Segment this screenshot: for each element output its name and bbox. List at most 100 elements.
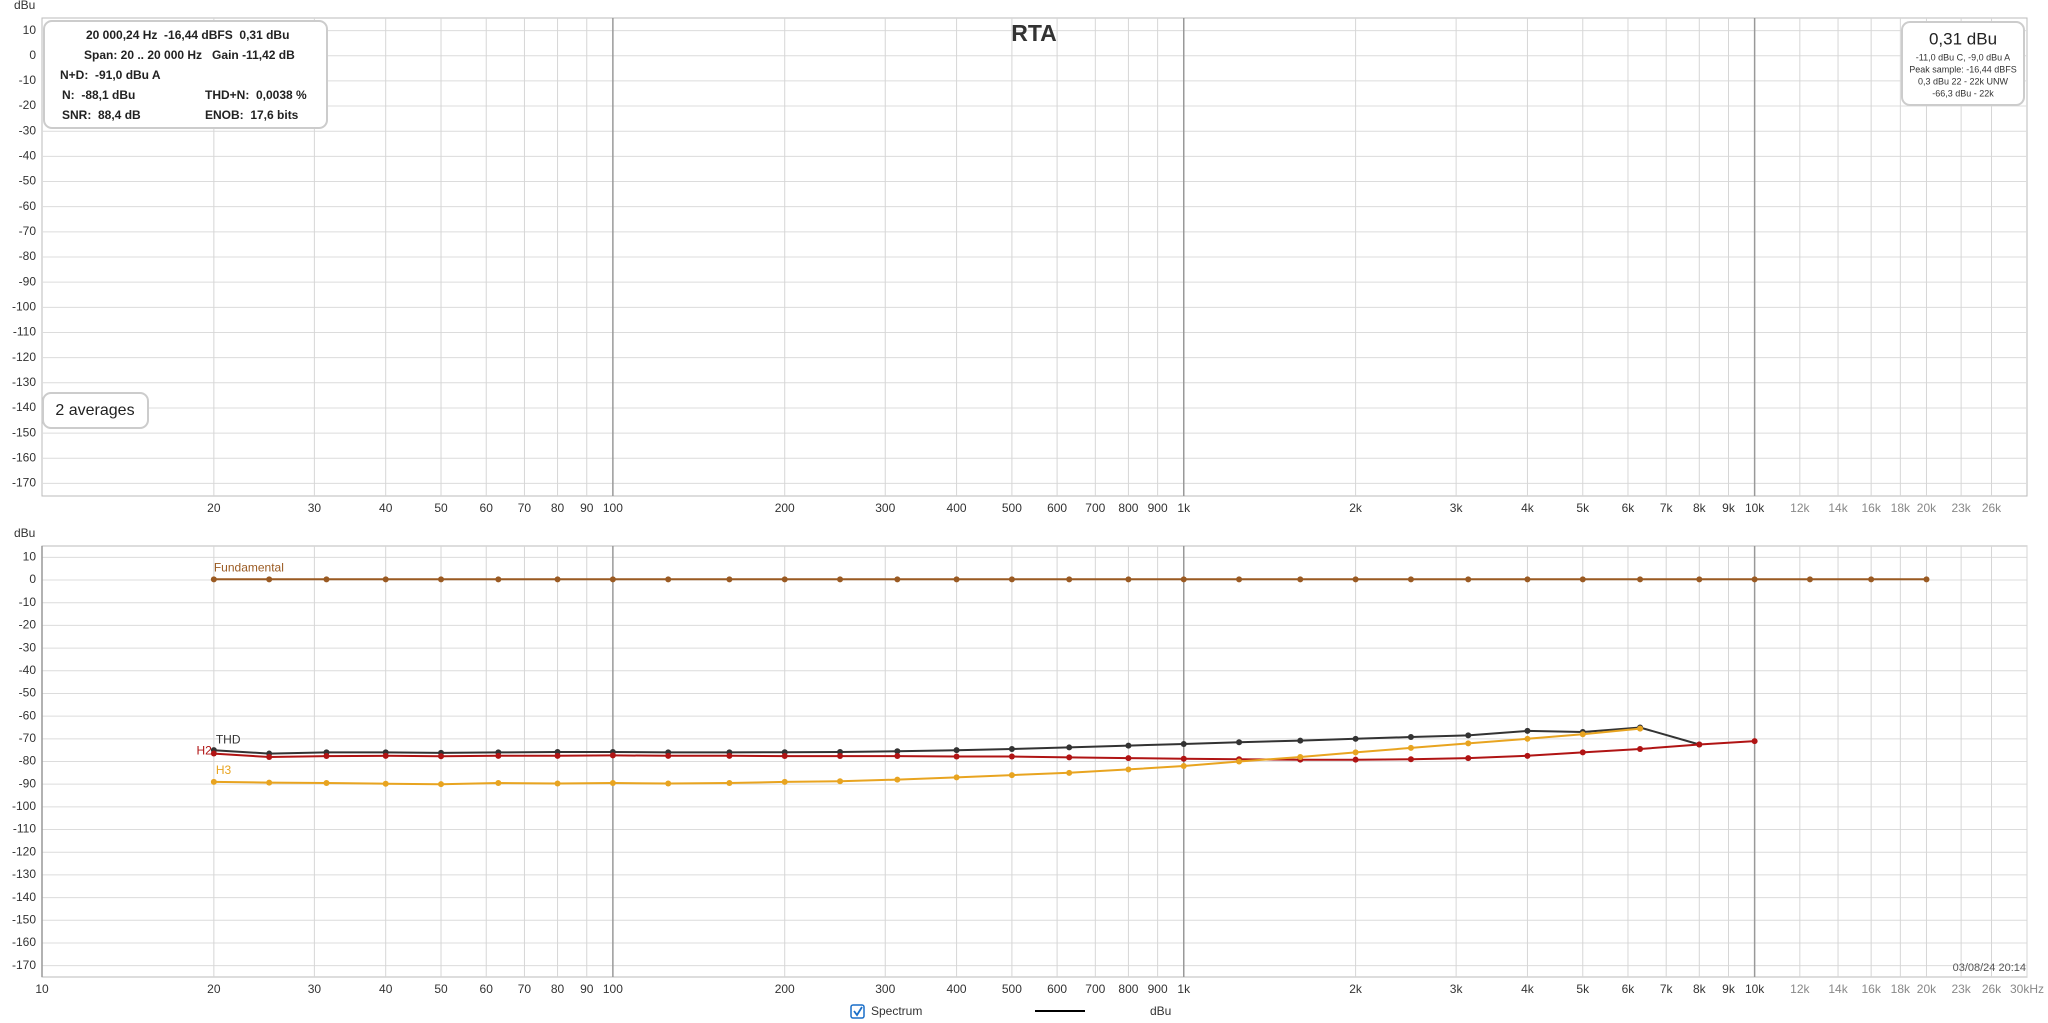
data-point xyxy=(1236,758,1243,765)
data-point xyxy=(1465,755,1472,762)
data-point xyxy=(1579,576,1586,583)
data-point xyxy=(894,753,901,760)
spectrum-checkbox[interactable] xyxy=(850,1004,865,1019)
x-tick-label: 400 xyxy=(947,501,967,515)
y-tick-label: -100 xyxy=(12,799,36,813)
data-point xyxy=(1008,746,1015,753)
x-tick-label: 90 xyxy=(580,982,594,996)
level-value: 0,31 dBu xyxy=(1929,29,1997,48)
data-point xyxy=(1180,763,1187,770)
x-tick-label: 6k xyxy=(1622,982,1636,996)
x-tick-label: 9k xyxy=(1722,982,1736,996)
averages-label: 2 averages xyxy=(55,402,134,419)
level-detail: -11,0 dBu C, -9,0 dBu A xyxy=(1916,52,2010,62)
y-tick-label: -80 xyxy=(19,754,37,768)
data-point xyxy=(1066,754,1073,761)
x-tick-label: 8k xyxy=(1693,501,1707,515)
data-point xyxy=(781,778,788,785)
chart-title: RTA xyxy=(1011,20,1057,46)
data-point xyxy=(1352,735,1359,742)
x-tick-label: 3k xyxy=(1450,501,1464,515)
x-tick-label: 20 xyxy=(207,501,221,515)
data-point xyxy=(1524,752,1531,759)
x-tick-label: 8k xyxy=(1693,982,1707,996)
data-point xyxy=(894,748,901,755)
x-tick-label: 7k xyxy=(1660,982,1674,996)
data-point xyxy=(323,753,330,760)
data-point xyxy=(1297,753,1304,760)
y-tick-label: -150 xyxy=(12,425,36,439)
x-tick-label: 80 xyxy=(551,982,565,996)
x-tick-label: 40 xyxy=(379,982,393,996)
data-point xyxy=(1524,735,1531,742)
data-point xyxy=(1297,737,1304,744)
data-point xyxy=(438,753,445,760)
y-tick-label: -160 xyxy=(12,935,36,949)
x-tick-label: 12k xyxy=(1790,982,1810,996)
data-point xyxy=(266,779,273,786)
x-tick-label: 300 xyxy=(875,501,895,515)
y-tick-label: -120 xyxy=(12,844,36,858)
data-point xyxy=(1407,576,1414,583)
info-text: 20 000,24 Hz -16,44 dBFS 0,31 dBu xyxy=(86,28,289,42)
data-point xyxy=(554,576,561,583)
x-tick-label: 10 xyxy=(35,982,49,996)
y-axis-label: dBu xyxy=(14,0,35,12)
y-tick-label: 0 xyxy=(29,48,36,62)
x-tick-label: 400 xyxy=(947,982,967,996)
data-point xyxy=(1352,756,1359,763)
x-tick-label: 200 xyxy=(775,982,795,996)
x-tick-label: 300 xyxy=(875,982,895,996)
data-point xyxy=(1180,741,1187,748)
x-tick-label: 18k xyxy=(1891,982,1911,996)
data-point xyxy=(1236,739,1243,746)
data-point xyxy=(438,576,445,583)
x-tick-label: 12k xyxy=(1790,501,1810,515)
y-tick-label: -70 xyxy=(19,224,37,238)
data-point xyxy=(781,576,788,583)
footer-unit: dBu xyxy=(1150,1004,1171,1018)
data-point xyxy=(1524,576,1531,583)
info-text: SNR: 88,4 dB xyxy=(62,108,141,122)
footer-checkbox-label: Spectrum xyxy=(871,1004,922,1018)
y-tick-label: -110 xyxy=(13,822,36,836)
x-tick-label: 50 xyxy=(434,982,448,996)
data-point xyxy=(1868,576,1875,583)
x-tick-label: 6k xyxy=(1622,501,1636,515)
data-point xyxy=(1579,749,1586,756)
level-detail: Peak sample: -16,44 dBFS xyxy=(1909,64,2017,74)
data-point xyxy=(1066,744,1073,751)
data-point xyxy=(609,576,616,583)
y-tick-label: -170 xyxy=(12,958,36,972)
data-point xyxy=(1696,576,1703,583)
data-point xyxy=(1352,576,1359,583)
x-tick-label: 20k xyxy=(1917,982,1937,996)
x-tick-label: 7k xyxy=(1660,501,1674,515)
level-detail: -66,3 dBu - 22k xyxy=(1932,88,1994,98)
series-label: H3 xyxy=(216,763,232,777)
data-point xyxy=(665,780,672,787)
data-point xyxy=(495,780,502,787)
x-tick-label: 500 xyxy=(1002,501,1022,515)
x-tick-label: 26k xyxy=(1982,982,2002,996)
y-tick-label: -140 xyxy=(12,400,36,414)
x-tick-label: 90 xyxy=(580,501,594,515)
data-point xyxy=(1008,753,1015,760)
x-tick-label: 60 xyxy=(480,501,494,515)
y-tick-label: -10 xyxy=(19,595,37,609)
y-tick-label: 0 xyxy=(29,572,36,586)
y-tick-label: -10 xyxy=(19,73,37,87)
level-panel xyxy=(1901,21,2025,106)
data-point xyxy=(266,753,273,760)
x-tick-label: 20k xyxy=(1917,501,1937,515)
data-point xyxy=(1180,576,1187,583)
y-tick-label: -40 xyxy=(19,663,37,677)
x-tick-label: 23k xyxy=(1951,982,1971,996)
x-tick-label: 200 xyxy=(775,501,795,515)
data-point xyxy=(1125,755,1132,762)
data-point xyxy=(495,576,502,583)
data-point xyxy=(1236,576,1243,583)
data-point xyxy=(438,781,445,788)
checkbox-check xyxy=(853,1006,863,1017)
y-tick-label: -50 xyxy=(19,686,37,700)
